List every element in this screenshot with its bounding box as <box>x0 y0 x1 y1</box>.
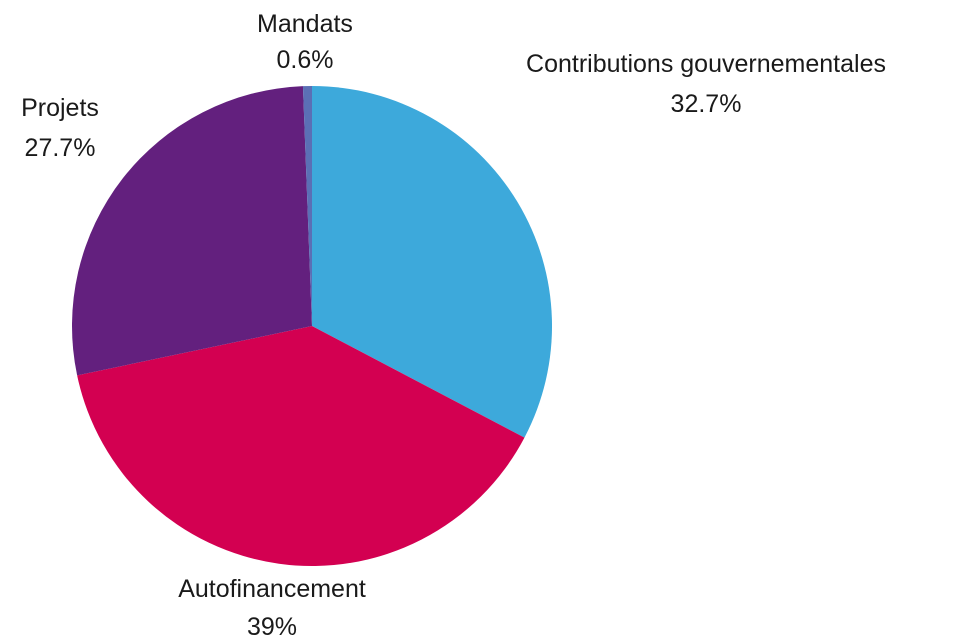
slice-label-name-contributions: Contributions gouvernementales <box>526 50 886 78</box>
slice-label-value-autofinancement: 39% <box>247 613 297 640</box>
slice-label-name-projets: Projets <box>21 94 99 122</box>
slice-label-value-mandats: 0.6% <box>277 46 334 74</box>
pie-labels: Contributions gouvernementales 32.7% Aut… <box>21 10 886 640</box>
slice-label-value-contributions: 32.7% <box>671 90 742 118</box>
pie-slice-autofinancement <box>77 326 525 567</box>
pie-slice-projets <box>71 86 312 376</box>
slice-label-name-mandats: Mandats <box>257 10 353 38</box>
pie-slice-mandats <box>302 86 312 326</box>
pie-slice-contributions-gouvernementales <box>312 86 553 438</box>
pie-slices <box>71 86 553 567</box>
slice-label-name-autofinancement: Autofinancement <box>178 575 366 603</box>
slice-label-value-projets: 27.7% <box>25 134 96 162</box>
